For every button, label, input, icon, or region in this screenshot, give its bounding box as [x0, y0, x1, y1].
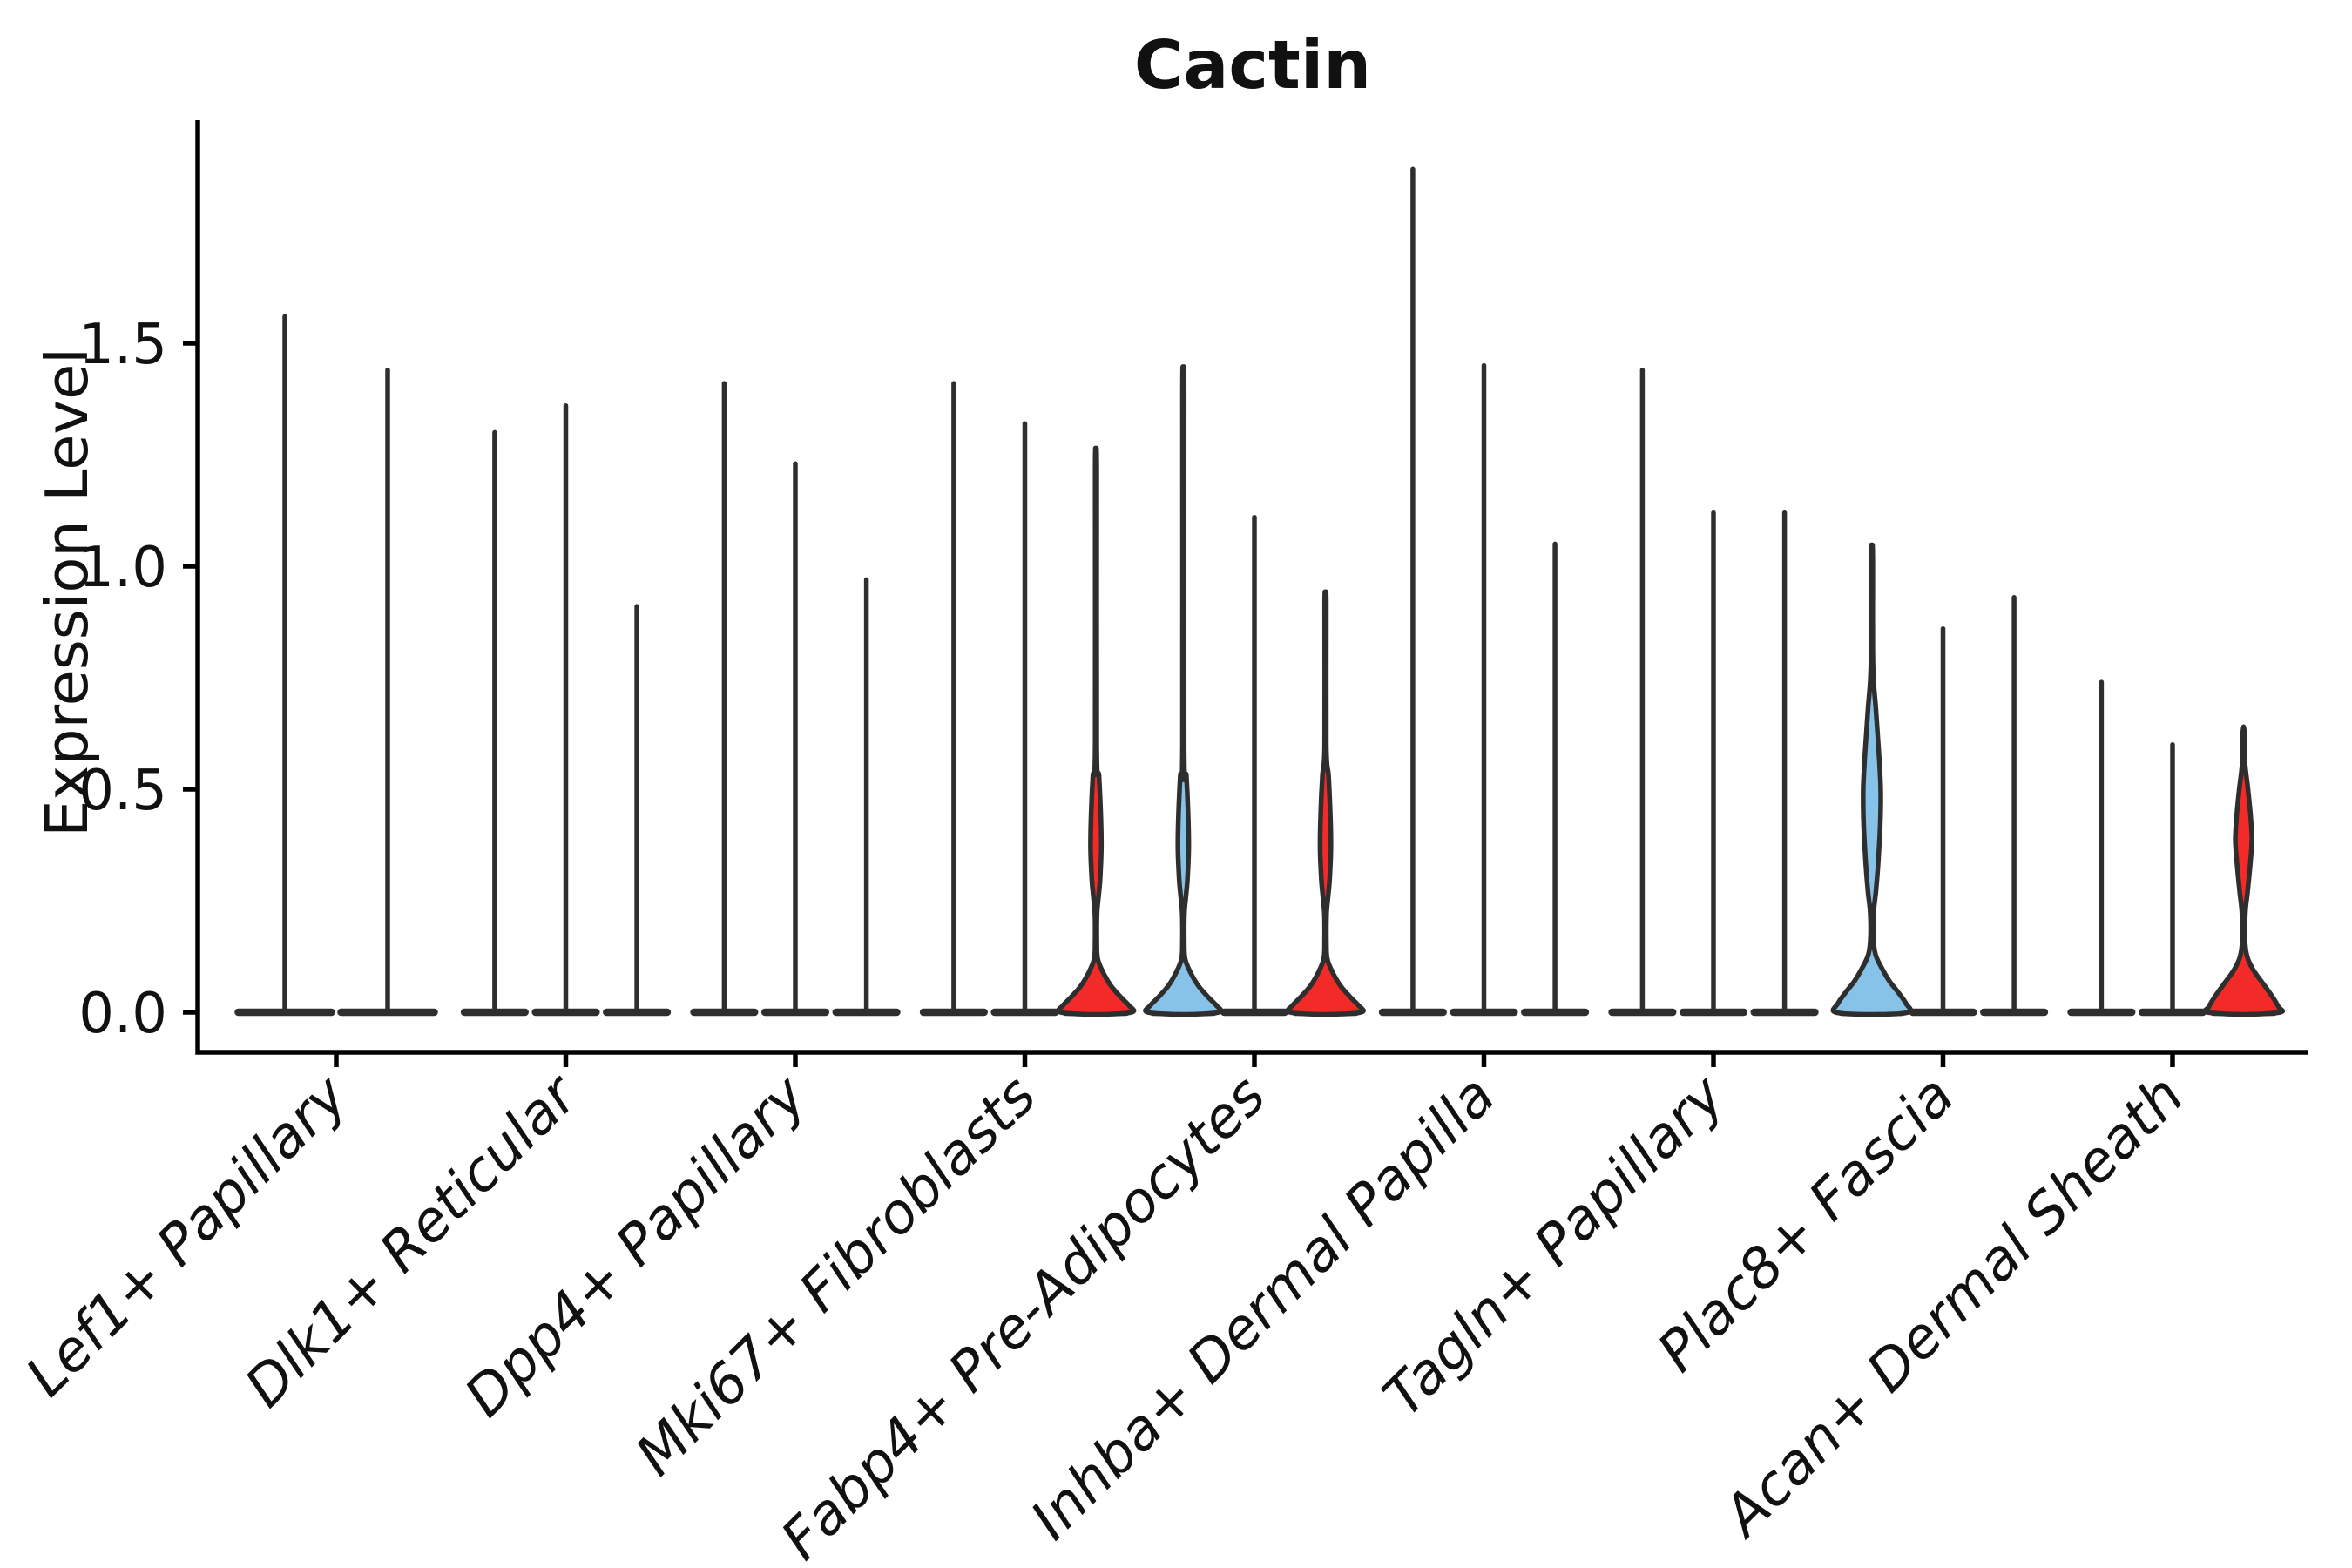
violin-acan-dermal-sheath-3-red	[2202, 724, 2286, 1017]
x-tick-label-inhba-dermal-papilla: Inhba+ Dermal Papilla	[1019, 1064, 1508, 1552]
x-tick-label-fabp4-pre-adipocytes: Fabp4+ Pre-Adipocytes	[769, 1064, 1278, 1568]
axis-spines	[195, 120, 2308, 1055]
violin-plac8-fascia-1-blue	[1830, 542, 1914, 1017]
y-axis-label: Expression Level	[33, 348, 101, 837]
y-tick-label-1.5: 1.5	[78, 313, 167, 377]
y-tick-label-0.5: 0.5	[78, 759, 167, 823]
violin-bodies-layer	[282, 166, 2286, 1017]
violin-mki67-fibroblasts-3-red	[1055, 445, 1137, 1017]
y-tick-label-1.0: 1.0	[78, 536, 167, 600]
chart-title: Cactin	[1134, 27, 1371, 105]
y-tick-label-0.0: 0.0	[78, 982, 167, 1046]
axes-layer	[183, 120, 2308, 1067]
x-tick-label-mki67-fibroblasts: Mki67+ Fibroblasts	[624, 1064, 1049, 1489]
x-tick-label-acan-dermal-sheath: Acan+ Dermal Sheath	[1709, 1064, 2196, 1551]
violin-fabp4-pre-adipocytes-3-red	[1285, 589, 1366, 1017]
violin-fabp4-pre-adipocytes-1-blue	[1143, 364, 1224, 1017]
